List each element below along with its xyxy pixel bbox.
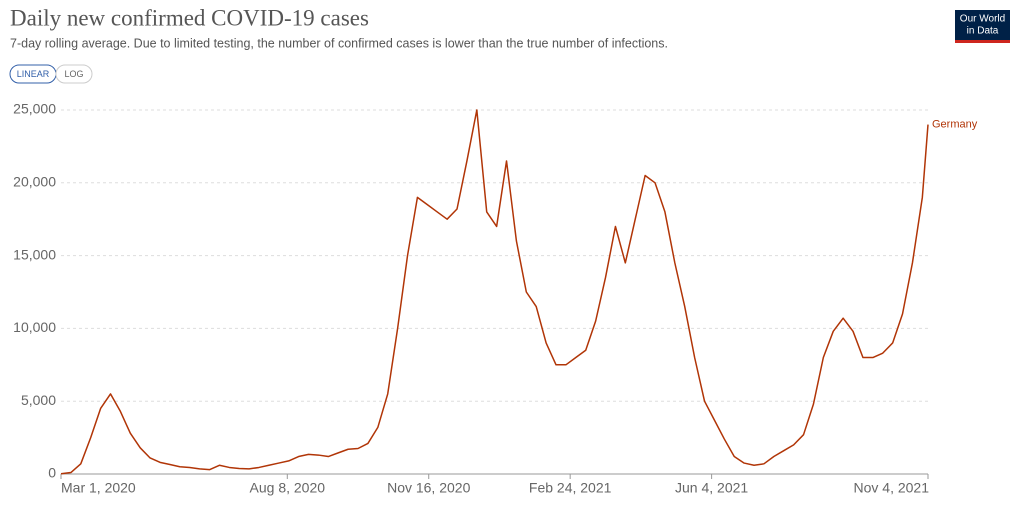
logo-bar: [955, 40, 1010, 43]
chart-title: Daily new confirmed COVID-19 cases: [10, 5, 369, 30]
x-tick-label: Mar 1, 2020: [61, 480, 136, 496]
y-tick-label: 10,000: [13, 319, 56, 335]
chart-subtitle: 7-day rolling average. Due to limited te…: [10, 36, 668, 50]
y-tick-label: 25,000: [13, 101, 56, 117]
log-button[interactable]: [55, 64, 93, 84]
x-tick-label: Feb 24, 2021: [529, 480, 612, 496]
logo-text[interactable]: Our World: [960, 14, 1005, 25]
y-tick-label: 15,000: [13, 246, 56, 262]
linear-button-label[interactable]: LINEAR: [17, 69, 50, 79]
x-tick-label: Jun 4, 2021: [675, 480, 748, 496]
logo-text[interactable]: in Data: [967, 26, 999, 37]
y-tick-label: 0: [48, 465, 56, 481]
series-label: Germany: [932, 118, 978, 130]
series-line: [60, 109, 929, 475]
y-tick-label: 20,000: [13, 174, 56, 190]
logo[interactable]: [955, 10, 1010, 42]
x-tick-label: Nov 4, 2021: [854, 480, 930, 496]
log-button-label[interactable]: LOG: [64, 69, 83, 79]
y-tick-label: 5,000: [21, 392, 56, 408]
x-tick-label: Aug 8, 2020: [250, 480, 326, 496]
x-tick-label: Nov 16, 2020: [387, 480, 470, 496]
